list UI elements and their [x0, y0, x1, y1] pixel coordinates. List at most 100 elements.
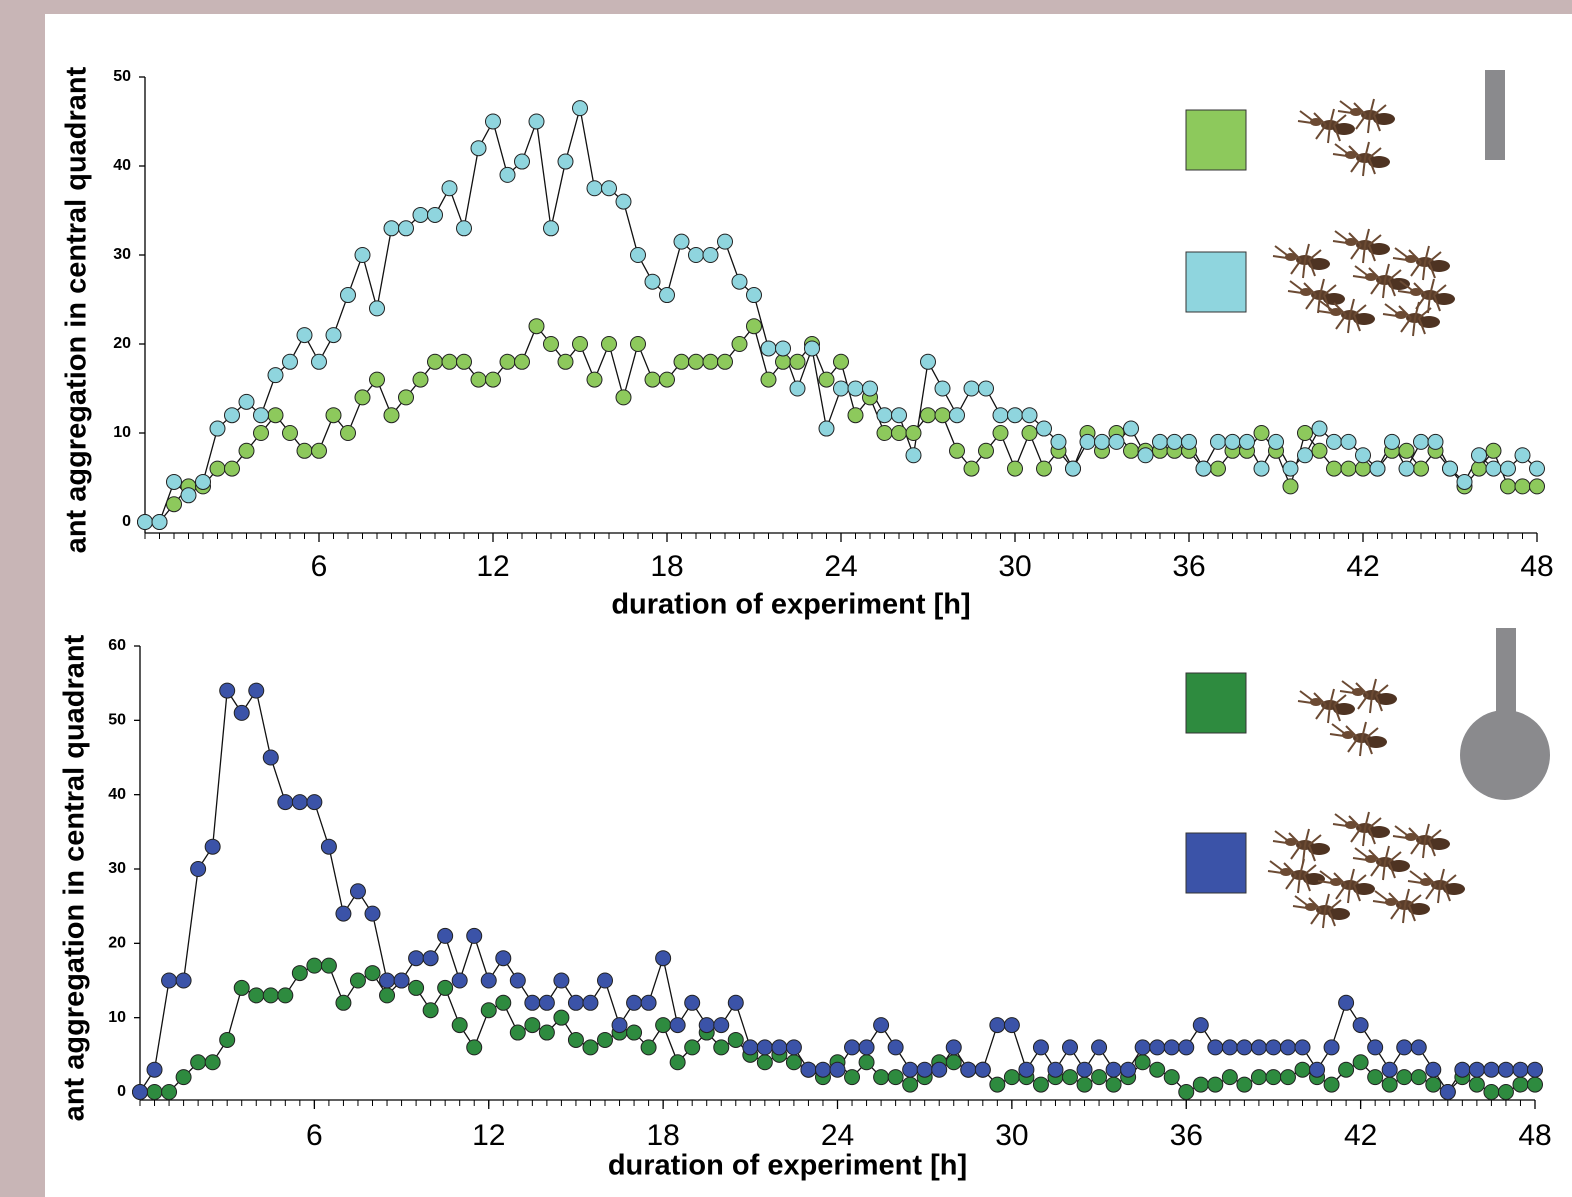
data-point [746, 287, 762, 304]
data-point [1210, 460, 1226, 477]
data-point [320, 957, 337, 974]
data-point [756, 1054, 773, 1071]
data-point [306, 957, 323, 974]
y-tick-label: 10 [108, 1009, 126, 1026]
data-point [509, 972, 526, 989]
data-point [586, 371, 603, 388]
data-point [1062, 1069, 1078, 1086]
data-point [630, 336, 646, 352]
data-point [1338, 994, 1355, 1011]
legend-swatch [1185, 672, 1247, 734]
data-point [1021, 425, 1038, 441]
data-point [789, 353, 806, 370]
data-point [742, 1039, 759, 1056]
data-point [1427, 433, 1444, 450]
data-point [934, 407, 951, 424]
data-point [441, 180, 458, 197]
data-point [175, 972, 192, 989]
ball-symbol [1460, 710, 1550, 800]
data-point [844, 1039, 861, 1056]
data-point [644, 273, 661, 290]
data-point [1355, 460, 1371, 477]
data-point [775, 353, 791, 370]
data-point [204, 1054, 221, 1071]
data-point [161, 1084, 178, 1100]
data-point [669, 1054, 686, 1071]
data-point [248, 682, 265, 699]
data-point [166, 496, 182, 513]
data-point [1123, 420, 1139, 437]
data-point [1323, 1076, 1340, 1093]
data-point [470, 371, 487, 388]
data-point [369, 371, 385, 388]
data-point [1425, 1076, 1442, 1093]
data-point [1352, 1017, 1369, 1034]
data-point [844, 1069, 861, 1086]
data-point [1454, 1061, 1471, 1078]
data-point [282, 425, 298, 441]
data-point [891, 425, 907, 441]
data-point [1250, 1069, 1267, 1086]
data-point [945, 1054, 962, 1071]
data-point [190, 861, 207, 877]
data-point [1297, 447, 1313, 464]
data-point [1384, 433, 1400, 450]
data-point [1514, 478, 1531, 495]
data-point [684, 994, 701, 1011]
data-point [934, 380, 951, 397]
data-point [1163, 1069, 1180, 1086]
data-point [989, 1017, 1006, 1034]
data-point [1483, 1061, 1500, 1078]
data-point [1413, 433, 1429, 450]
data-point [1062, 1039, 1078, 1056]
y-tick-label: 0 [122, 513, 131, 530]
data-point [1294, 1061, 1311, 1078]
data-point [1178, 1039, 1195, 1056]
data-point [1079, 433, 1096, 450]
data-point [582, 1039, 599, 1056]
data-point [233, 704, 250, 721]
data-point [1134, 1054, 1151, 1071]
data-point [224, 460, 240, 477]
data-point [412, 371, 429, 388]
data-point [659, 287, 675, 304]
data-point [369, 300, 385, 317]
data-point [499, 353, 516, 370]
data-point [456, 220, 472, 237]
data-point [514, 353, 530, 370]
data-point [1050, 433, 1067, 450]
data-point [267, 367, 284, 384]
data-point [364, 965, 381, 982]
data-point [626, 1024, 643, 1041]
data-point [1137, 447, 1154, 464]
data-point [960, 1061, 977, 1078]
data-point [379, 987, 396, 1004]
data-point [1076, 1076, 1093, 1093]
ant-icons [1267, 98, 1466, 929]
data-point [1282, 478, 1299, 495]
data-point [949, 407, 965, 424]
data-point [325, 407, 342, 424]
data-point [785, 1054, 802, 1071]
data-point [789, 380, 806, 397]
data-point [1192, 1076, 1209, 1093]
data-point [586, 180, 603, 197]
data-point [1468, 1061, 1485, 1078]
data-point [543, 336, 559, 352]
data-point [1105, 1061, 1122, 1078]
data-point [978, 380, 994, 397]
x-tick-label: 36 [1170, 1119, 1203, 1152]
data-point [873, 1017, 890, 1034]
data-point [195, 473, 211, 490]
data-point [180, 487, 197, 504]
data-point [1268, 433, 1284, 450]
x-tick-label: 36 [1172, 550, 1205, 583]
data-point [325, 327, 342, 344]
stick-symbol [1496, 628, 1516, 720]
data-point [1413, 460, 1429, 477]
data-point [731, 273, 748, 290]
data-point [495, 994, 512, 1011]
series-line [145, 107, 1538, 523]
data-point [253, 407, 269, 424]
data-point [760, 340, 777, 357]
